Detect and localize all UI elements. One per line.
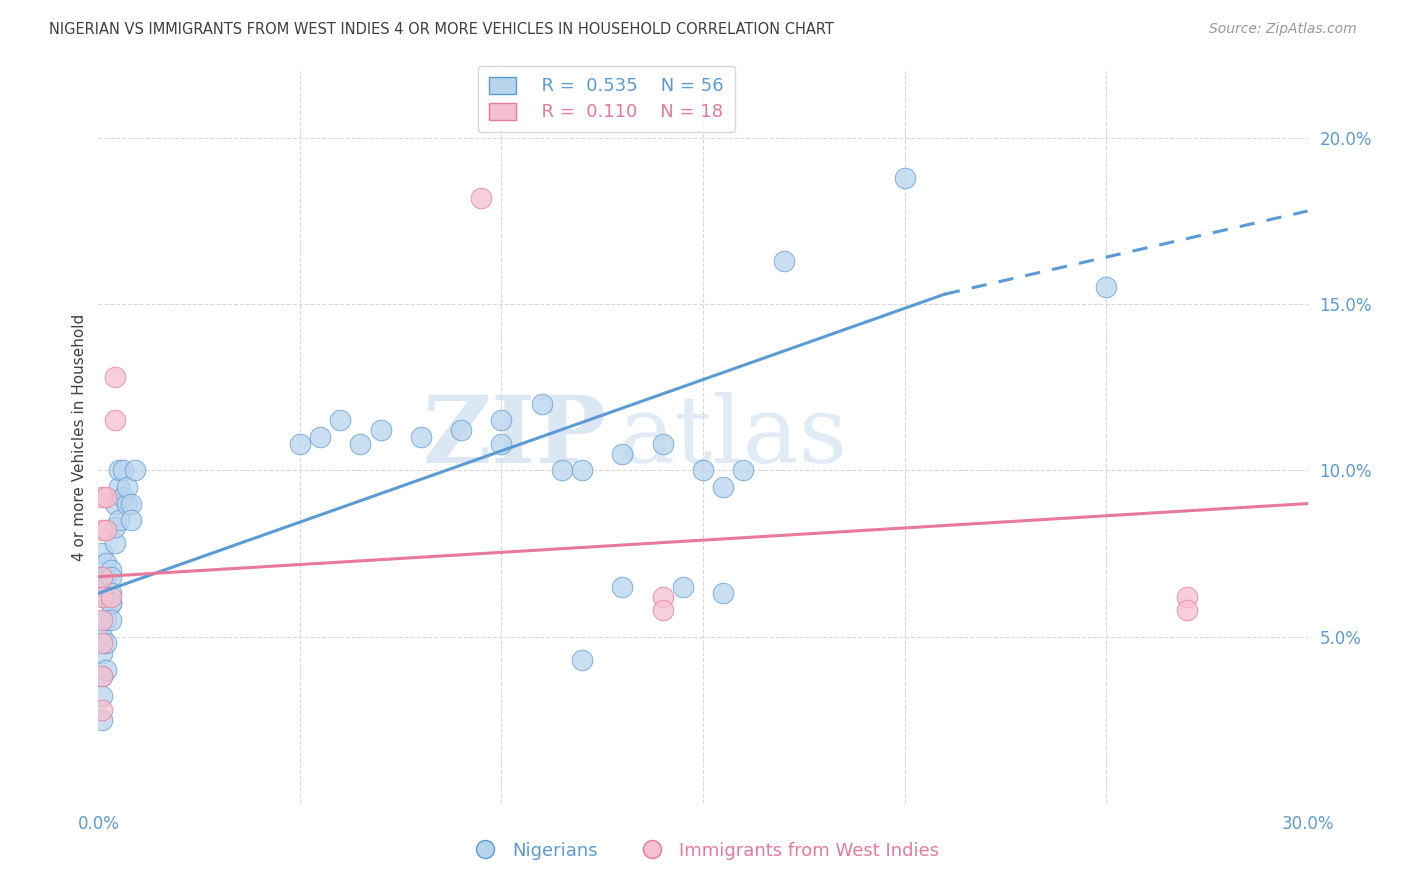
- Point: [370, 424, 392, 438]
- Point: [91, 669, 114, 683]
- Point: [103, 536, 125, 550]
- Point: [100, 596, 122, 610]
- Text: ZIP: ZIP: [422, 392, 606, 482]
- Point: [571, 463, 593, 477]
- Point: [711, 586, 734, 600]
- Point: [349, 436, 371, 450]
- Point: [91, 523, 114, 537]
- Point: [107, 513, 129, 527]
- Point: [571, 653, 593, 667]
- Point: [96, 590, 118, 604]
- Point: [100, 570, 122, 584]
- Point: [96, 636, 118, 650]
- Point: [91, 669, 114, 683]
- Point: [450, 424, 472, 438]
- Point: [91, 490, 114, 504]
- Point: [115, 497, 138, 511]
- Point: [711, 480, 734, 494]
- Point: [91, 570, 114, 584]
- Point: [91, 713, 114, 727]
- Point: [1175, 590, 1198, 604]
- Point: [107, 480, 129, 494]
- Point: [103, 520, 125, 534]
- Point: [612, 580, 634, 594]
- Point: [612, 447, 634, 461]
- Point: [1175, 603, 1198, 617]
- Y-axis label: 4 or more Vehicles in Household: 4 or more Vehicles in Household: [72, 313, 87, 561]
- Point: [91, 570, 114, 584]
- Point: [672, 580, 695, 594]
- Point: [100, 596, 122, 610]
- Point: [91, 630, 114, 644]
- Point: [692, 463, 714, 477]
- Point: [111, 490, 134, 504]
- Point: [100, 590, 122, 604]
- Point: [91, 546, 114, 560]
- Point: [91, 636, 114, 650]
- Point: [733, 463, 755, 477]
- Point: [893, 170, 915, 185]
- Point: [96, 557, 118, 571]
- Point: [491, 413, 513, 427]
- Point: [651, 590, 673, 604]
- Point: [96, 580, 118, 594]
- Point: [120, 513, 142, 527]
- Point: [100, 563, 122, 577]
- Point: [530, 397, 553, 411]
- Point: [96, 663, 118, 677]
- Point: [329, 413, 352, 427]
- Point: [103, 497, 125, 511]
- Point: [91, 613, 114, 627]
- Point: [309, 430, 332, 444]
- Text: atlas: atlas: [619, 392, 848, 482]
- Point: [103, 413, 125, 427]
- Point: [91, 646, 114, 660]
- Point: [409, 430, 432, 444]
- Point: [470, 191, 492, 205]
- Point: [124, 463, 146, 477]
- Text: Source: ZipAtlas.com: Source: ZipAtlas.com: [1209, 22, 1357, 37]
- Point: [115, 480, 138, 494]
- Text: NIGERIAN VS IMMIGRANTS FROM WEST INDIES 4 OR MORE VEHICLES IN HOUSEHOLD CORRELAT: NIGERIAN VS IMMIGRANTS FROM WEST INDIES …: [49, 22, 834, 37]
- Point: [491, 436, 513, 450]
- Point: [651, 436, 673, 450]
- Point: [107, 463, 129, 477]
- Point: [103, 370, 125, 384]
- Point: [120, 497, 142, 511]
- Point: [96, 523, 118, 537]
- Point: [91, 590, 114, 604]
- Point: [772, 253, 794, 268]
- Legend: Nigerians, Immigrants from West Indies: Nigerians, Immigrants from West Indies: [460, 835, 946, 867]
- Point: [96, 613, 118, 627]
- Point: [288, 436, 311, 450]
- Point: [100, 613, 122, 627]
- Point: [100, 586, 122, 600]
- Point: [91, 690, 114, 704]
- Point: [91, 703, 114, 717]
- Point: [551, 463, 574, 477]
- Point: [96, 490, 118, 504]
- Point: [651, 603, 673, 617]
- Point: [1095, 280, 1118, 294]
- Point: [111, 463, 134, 477]
